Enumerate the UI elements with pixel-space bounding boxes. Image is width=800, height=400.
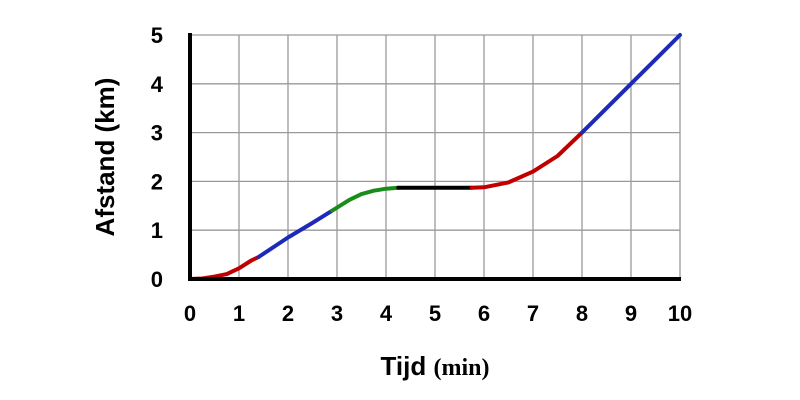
grid-lines	[190, 34, 681, 279]
distance-curve	[188, 33, 682, 281]
x-axis-title: Tijd (min)	[381, 351, 490, 381]
x-axis-unit: (min)	[433, 355, 489, 381]
axes	[188, 33, 681, 281]
y-tick-label: 2	[151, 169, 163, 194]
y-tick-label: 3	[151, 121, 163, 146]
x-tick-label: 1	[233, 301, 245, 326]
y-tick-label: 4	[151, 72, 164, 97]
x-tick-label: 5	[429, 301, 441, 326]
x-tick-label: 4	[380, 301, 393, 326]
x-tick-label: 0	[184, 301, 196, 326]
x-tick-labels: 0 1 2 3 4 5 6 7 8 9 10	[184, 301, 692, 326]
curve-segment	[330, 185, 401, 213]
y-tick-labels: 0 1 2 3 4 5	[151, 23, 164, 292]
x-axis-title-text: Tijd	[381, 351, 427, 381]
y-axis-title: Afstand (km)	[90, 78, 120, 237]
x-tick-label: 8	[576, 301, 588, 326]
x-tick-label: 6	[478, 301, 490, 326]
curve-segment	[469, 130, 584, 190]
y-tick-label: 0	[151, 267, 163, 292]
x-tick-label: 3	[331, 301, 343, 326]
x-tick-label: 10	[668, 301, 692, 326]
curve-segment	[580, 33, 682, 135]
x-tick-label: 7	[527, 301, 539, 326]
x-tick-label: 9	[625, 301, 637, 326]
curve-segment	[256, 208, 335, 259]
x-tick-label: 2	[282, 301, 294, 326]
y-tick-label: 5	[151, 23, 163, 48]
curve-segment	[188, 255, 261, 281]
y-tick-label: 1	[151, 218, 163, 243]
